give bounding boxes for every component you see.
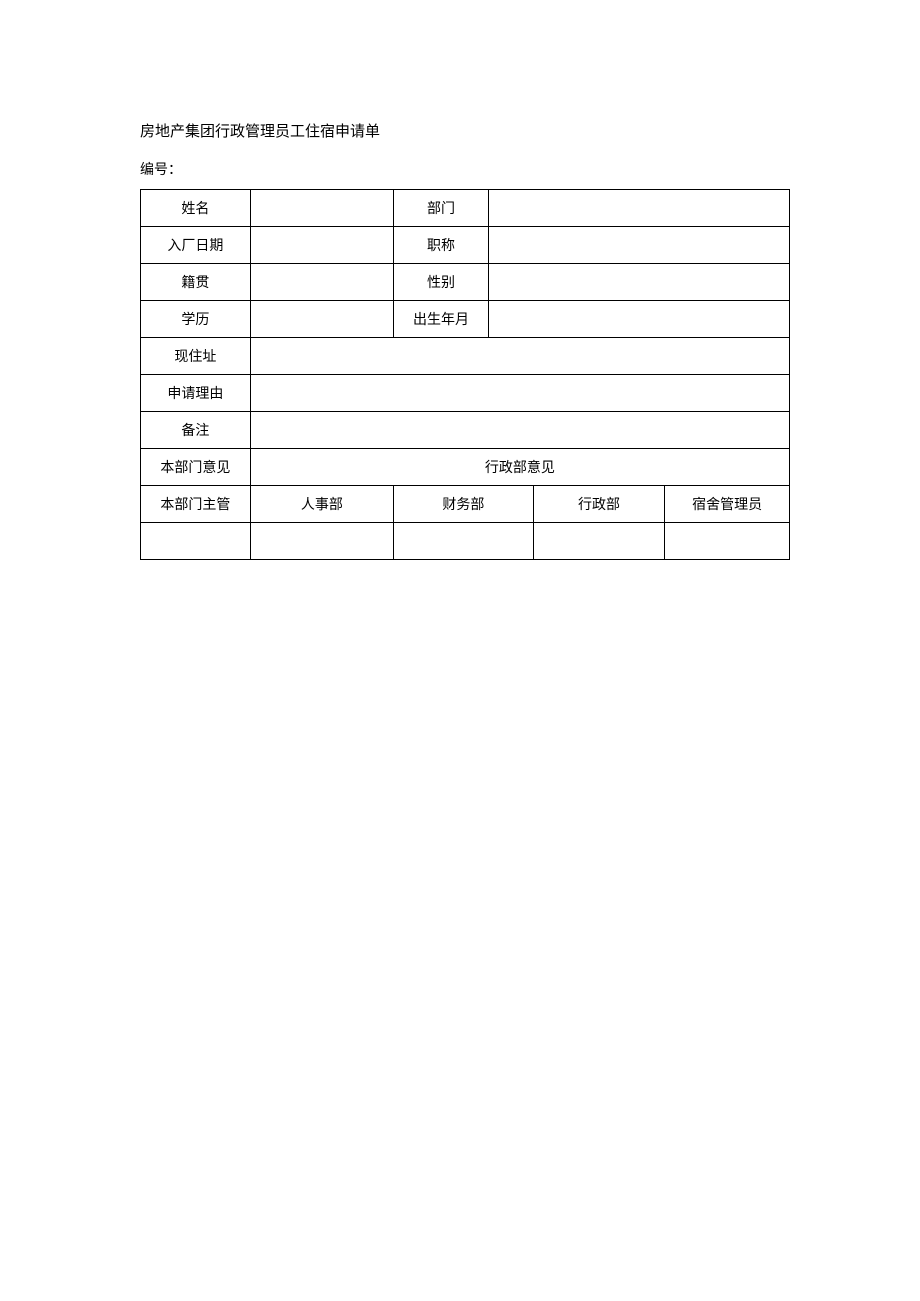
- label-hr: 人事部: [250, 486, 393, 523]
- value-finance: [394, 523, 534, 560]
- value-education: [250, 301, 393, 338]
- label-title: 职称: [394, 227, 489, 264]
- label-admin: 行政部: [533, 486, 665, 523]
- label-reason: 申请理由: [141, 375, 251, 412]
- value-address: [250, 338, 789, 375]
- table-row: 备注: [141, 412, 790, 449]
- document-title: 房地产集团行政管理员工住宿申请单: [140, 120, 790, 141]
- value-reason: [250, 375, 789, 412]
- label-entry-date: 入厂日期: [141, 227, 251, 264]
- label-dept-opinion: 本部门意见: [141, 449, 251, 486]
- label-dept-head: 本部门主管: [141, 486, 251, 523]
- value-department: [488, 190, 789, 227]
- signature-row: 本部门主管 人事部 财务部 行政部 宿舍管理员: [141, 486, 790, 523]
- label-admin-opinion: 行政部意见: [250, 449, 789, 486]
- table-row: 学历 出生年月: [141, 301, 790, 338]
- table-row: 入厂日期 职称: [141, 227, 790, 264]
- value-name: [250, 190, 393, 227]
- label-education: 学历: [141, 301, 251, 338]
- value-admin: [533, 523, 665, 560]
- value-origin: [250, 264, 393, 301]
- label-remark: 备注: [141, 412, 251, 449]
- label-gender: 性别: [394, 264, 489, 301]
- label-dorm-manager: 宿舍管理员: [665, 486, 790, 523]
- label-origin: 籍贯: [141, 264, 251, 301]
- serial-number-label: 编号：: [140, 159, 790, 179]
- application-form-table: 姓名 部门 入厂日期 职称 籍贯 性别 学历 出生年月 现住址 申: [140, 189, 790, 560]
- label-finance: 财务部: [394, 486, 534, 523]
- label-department: 部门: [394, 190, 489, 227]
- value-dept-head: [141, 523, 251, 560]
- value-title: [488, 227, 789, 264]
- table-row: 申请理由: [141, 375, 790, 412]
- table-row: 现住址: [141, 338, 790, 375]
- value-hr: [250, 523, 393, 560]
- table-row: 姓名 部门: [141, 190, 790, 227]
- value-remark: [250, 412, 789, 449]
- value-birth: [488, 301, 789, 338]
- label-name: 姓名: [141, 190, 251, 227]
- signature-value-row: [141, 523, 790, 560]
- table-row: 籍贯 性别: [141, 264, 790, 301]
- label-birth: 出生年月: [394, 301, 489, 338]
- value-dorm-manager: [665, 523, 790, 560]
- value-entry-date: [250, 227, 393, 264]
- table-row: 本部门意见 行政部意见: [141, 449, 790, 486]
- label-address: 现住址: [141, 338, 251, 375]
- value-gender: [488, 264, 789, 301]
